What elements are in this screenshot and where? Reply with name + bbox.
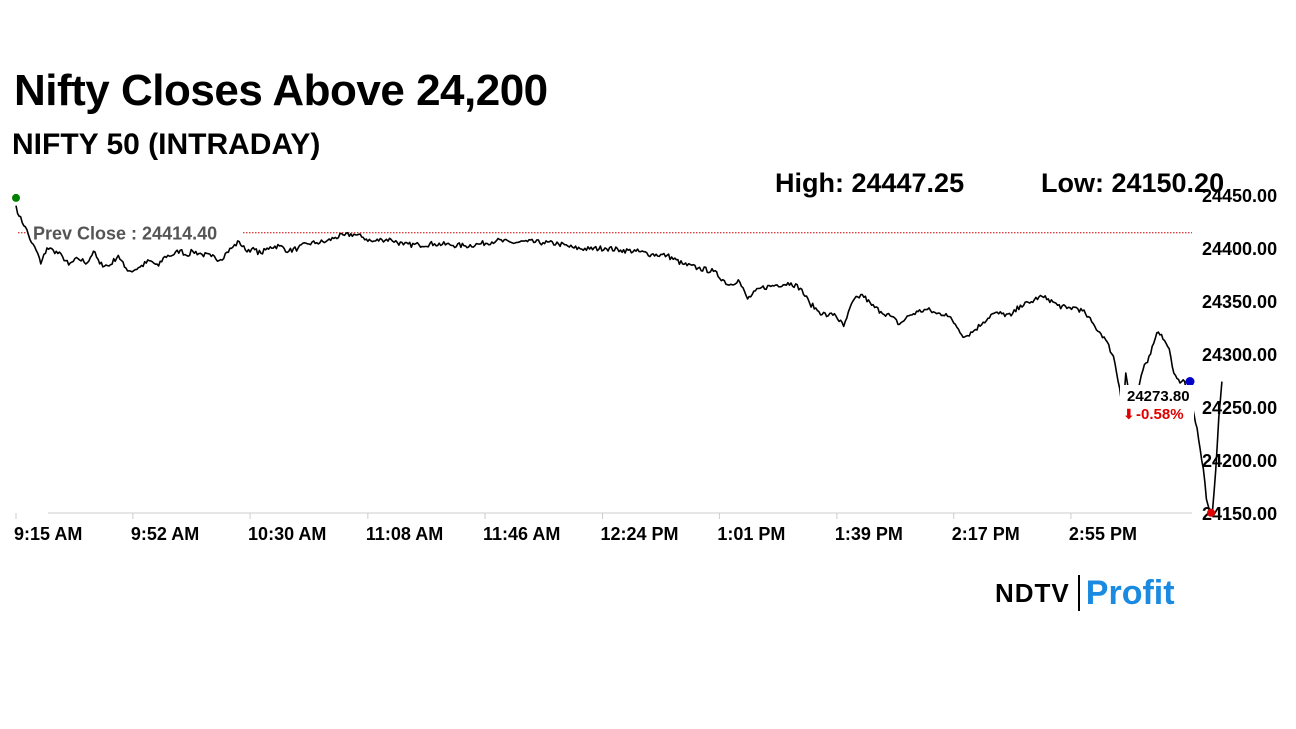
last-price-marker: [1185, 377, 1195, 387]
x-tick-label: 9:52 AM: [131, 524, 199, 544]
last-price-label-bg: [1120, 385, 1194, 425]
day-high-label: High: 24447.25: [775, 168, 965, 198]
last-price-label: 24273.80: [1127, 388, 1190, 405]
y-tick-label: 24150.00: [1202, 504, 1277, 524]
x-tick-label: 10:30 AM: [248, 524, 326, 544]
y-tick-label: 24300.00: [1202, 345, 1277, 365]
price-line: [15, 205, 1223, 512]
y-tick-label: 24400.00: [1202, 239, 1277, 259]
ndtv-profit-logo: NDTV Profit: [995, 574, 1175, 612]
x-tick-label: 9:15 AM: [14, 524, 82, 544]
y-tick-label: 24350.00: [1202, 292, 1277, 312]
day-low-marker: [1207, 508, 1216, 517]
y-tick-label: 24250.00: [1202, 398, 1277, 418]
x-tick-label: 1:39 PM: [835, 524, 903, 544]
x-tick-label: 11:08 AM: [366, 524, 443, 544]
x-tick-label: 2:55 PM: [1069, 524, 1137, 544]
chart-subtitle: NIFTY 50 (INTRADAY): [12, 128, 321, 161]
day-low-label: Low: 24150.20: [1041, 168, 1225, 198]
prev-close-label-bg: [28, 220, 242, 245]
change-percent-label: -0.58%: [1136, 406, 1184, 423]
y-tick-label: 24200.00: [1202, 451, 1277, 471]
day-high-marker: [12, 193, 20, 202]
logo-divider: [1077, 575, 1080, 611]
ndtv-wordmark: NDTV: [995, 577, 1070, 608]
x-tick-label: 11:46 AM: [483, 524, 560, 544]
x-tick-label: 1:01 PM: [717, 524, 785, 544]
x-tick-label: 2:17 PM: [952, 524, 1020, 544]
change-arrow-icon: ⬇: [1123, 407, 1135, 423]
x-tick-label: 12:24 PM: [601, 524, 679, 544]
chart-headline: Nifty Closes Above 24,200: [14, 66, 548, 115]
y-tick-label: 24450.00: [1202, 186, 1277, 206]
prev-close-label: Prev Close : 24414.40: [33, 224, 217, 244]
profit-wordmark: Profit: [1085, 573, 1175, 612]
